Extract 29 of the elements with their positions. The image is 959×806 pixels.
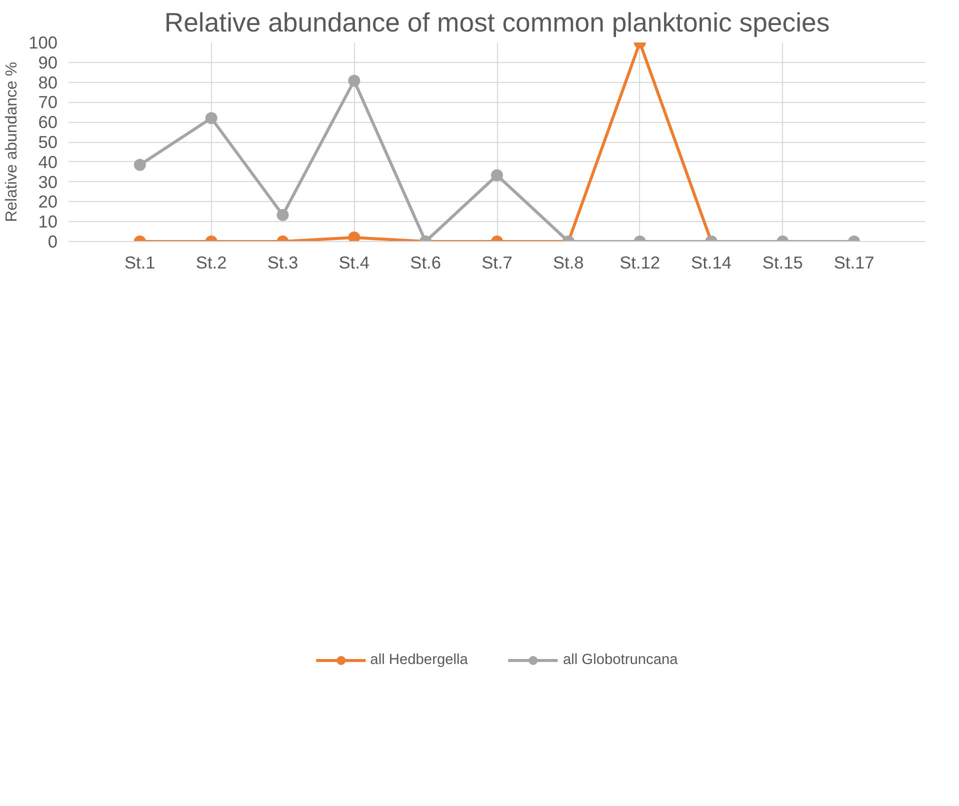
x-tick-label: St.6 [410, 252, 441, 272]
y-tick-label: 40 [38, 152, 58, 172]
x-tick-label: St.12 [620, 252, 660, 272]
y-tick-label: 30 [38, 172, 58, 192]
y-axis-title: Relative abundance % [4, 62, 21, 222]
y-tick-label: 90 [38, 52, 58, 72]
x-tick-label: St.2 [196, 252, 227, 272]
point [491, 169, 503, 182]
legend-label: all Globotruncana [562, 652, 678, 668]
y-tick-label: 60 [38, 112, 58, 132]
x-tick-label: St.7 [482, 252, 512, 272]
legend-label: all Hedbergella [370, 652, 468, 668]
x-tick-label: St.8 [553, 252, 584, 272]
y-tick-label: 0 [48, 232, 58, 252]
y-tick-label: 50 [38, 132, 58, 152]
point [205, 112, 218, 124]
y-tick-label: 100 [28, 32, 58, 52]
y-tick-label: 80 [38, 72, 58, 92]
point [134, 158, 146, 171]
chart-title: Relative abundance of most common planktonic species [164, 8, 830, 38]
x-tick-label: St.4 [338, 252, 370, 272]
y-tick-label: 10 [38, 212, 58, 232]
x-tick-label: St.15 [762, 252, 803, 272]
x-tick-label: St.3 [267, 252, 298, 272]
y-tick-label: 20 [38, 192, 58, 212]
x-tick-label: St.17 [834, 252, 874, 272]
x-tick-label: St.1 [124, 252, 156, 272]
y-tick-label: 70 [38, 92, 58, 112]
x-tick-label: St.14 [691, 252, 732, 272]
